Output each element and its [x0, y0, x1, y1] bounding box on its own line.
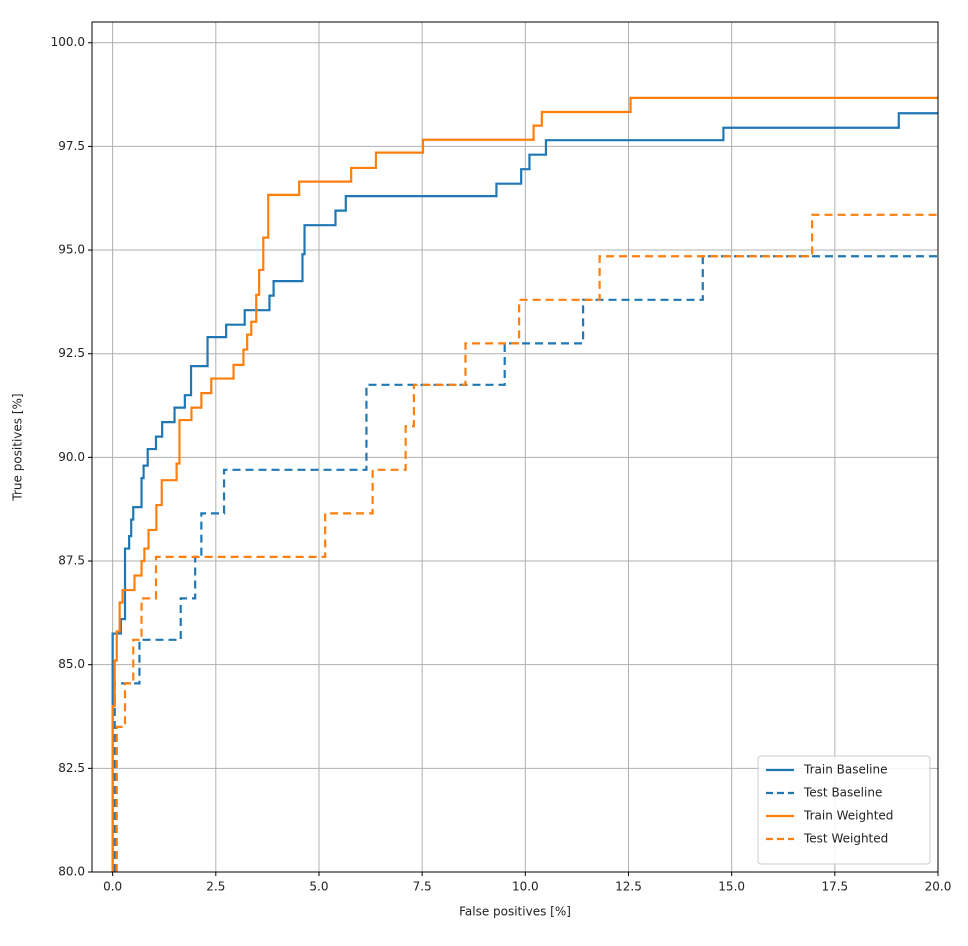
- y-tick-label: 95.0: [58, 243, 85, 257]
- series-line: [115, 213, 938, 872]
- y-axis-label: True positives [%]: [11, 393, 25, 501]
- y-tick-label: 80.0: [58, 865, 85, 879]
- x-tick-label: 10.0: [512, 880, 539, 894]
- y-tick-label: 97.5: [58, 139, 85, 153]
- legend-box: [757, 755, 931, 865]
- series-line: [113, 255, 938, 872]
- y-tick-label: 92.5: [58, 346, 85, 360]
- y-tick-label: 82.5: [58, 761, 85, 775]
- x-axis-label: False positives [%]: [459, 905, 571, 919]
- x-tick-label: 2.5: [206, 880, 225, 894]
- y-tick-label: 100.0: [51, 35, 85, 49]
- x-tick-label: 17.5: [821, 880, 848, 894]
- series-line: [111, 96, 938, 872]
- x-tick-label: 12.5: [615, 880, 642, 894]
- legend-label: Test Baseline: [803, 786, 882, 800]
- legend-label: Train Baseline: [803, 763, 887, 777]
- x-tick-label: 20.0: [925, 880, 952, 894]
- y-tick-label: 85.0: [58, 657, 85, 671]
- x-tick-label: 0.0: [103, 880, 122, 894]
- x-tick-label: 5.0: [309, 880, 328, 894]
- legend-label: Test Weighted: [803, 832, 888, 846]
- y-tick-label: 90.0: [58, 450, 85, 464]
- y-tick-label: 87.5: [58, 554, 85, 568]
- plot-frame: [91, 21, 939, 873]
- x-tick-label: 15.0: [718, 880, 745, 894]
- series-line: [111, 112, 938, 872]
- legend-label: Train Weighted: [803, 809, 893, 823]
- x-tick-label: 7.5: [413, 880, 432, 894]
